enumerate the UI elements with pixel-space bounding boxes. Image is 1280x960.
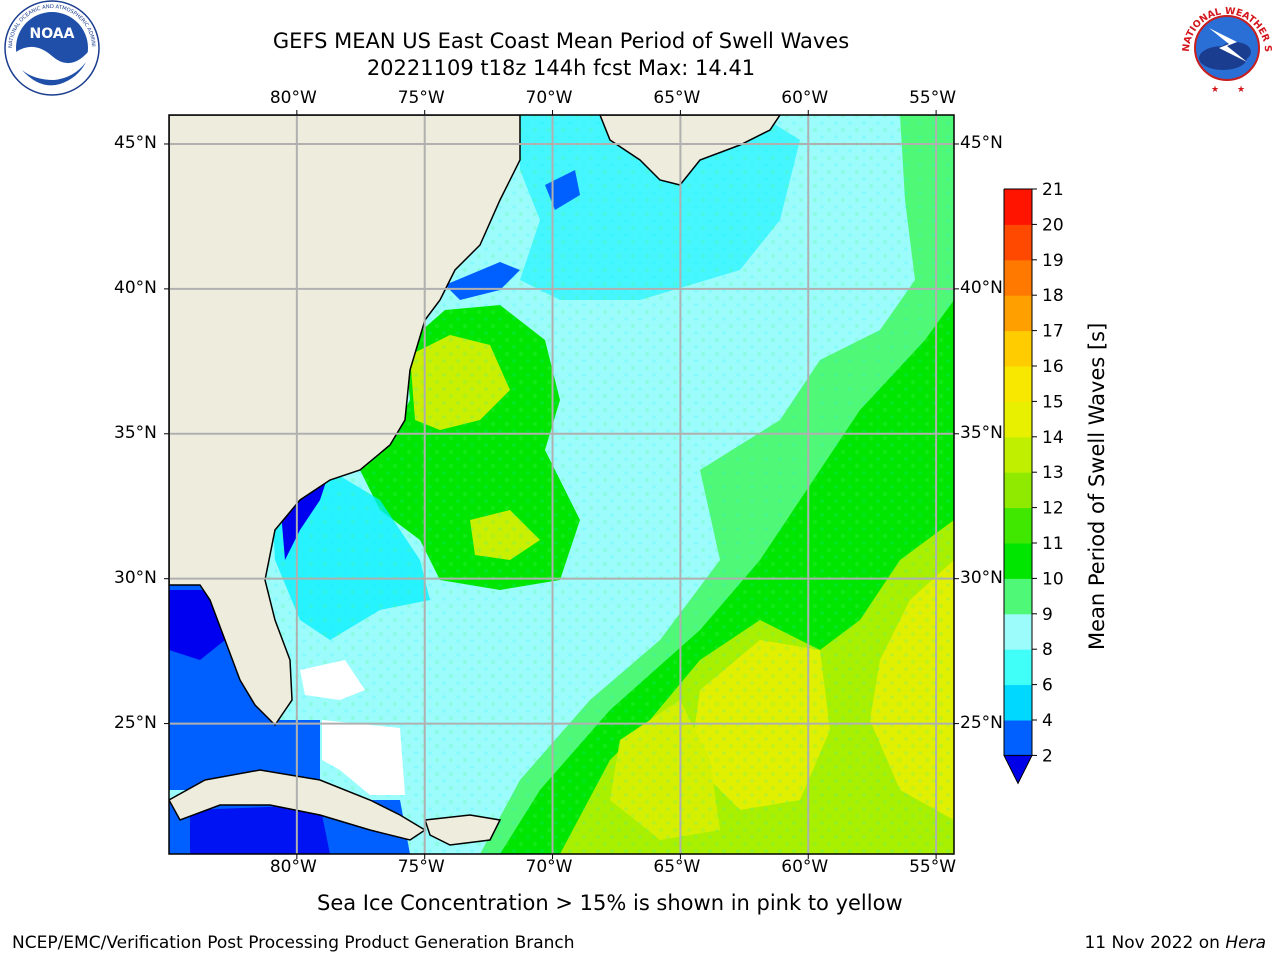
- colorbar-tick-label: 9: [1042, 605, 1053, 625]
- lat-label-left: 45°N: [114, 132, 157, 153]
- colorbar-tick-label: 4: [1042, 711, 1053, 731]
- colorbar-segment: [1004, 507, 1032, 544]
- lat-label-right: 35°N: [960, 422, 1003, 443]
- colorbar-segment: [1004, 472, 1032, 509]
- nws-logo-icon: NATIONAL WEATHER SERVICE ★ ★: [1171, 0, 1280, 100]
- colorbar-segment: [1004, 613, 1032, 650]
- colorbar-tick-label: 10: [1042, 569, 1064, 589]
- colorbar-segment: [1004, 436, 1032, 473]
- colorbar-extend-arrow: [1003, 754, 1033, 785]
- lat-label-right: 45°N: [960, 132, 1003, 153]
- lon-label-top: 80°W: [269, 88, 317, 108]
- land-north-america: [169, 115, 521, 727]
- graticule: [169, 115, 954, 854]
- svg-text:★: ★: [1211, 85, 1219, 95]
- colorbar-segment: [1004, 259, 1032, 296]
- lon-label-top: 65°W: [653, 88, 701, 108]
- colorbar-segment: [1004, 649, 1032, 686]
- lat-label-left: 35°N: [114, 422, 157, 443]
- lon-label-bottom: 75°W: [397, 857, 445, 877]
- noaa-logo-icon: NOAA NATIONAL OCEANIC AND ATMOSPHERIC AD…: [0, 0, 106, 100]
- land-hispaniola: [423, 814, 502, 846]
- colorbar-tick-label: 12: [1042, 499, 1064, 519]
- colorbar-tick-label: 20: [1042, 215, 1064, 235]
- colorbar-segment: [1004, 189, 1032, 225]
- colorbar-tick-label: 15: [1042, 392, 1064, 412]
- colorbar-tick-label: 17: [1042, 322, 1064, 342]
- colorbar-segment: [1004, 295, 1032, 332]
- footer-date-text: 11 Nov 2022 on: [1084, 933, 1226, 953]
- colorbar-tick-label: 19: [1042, 251, 1064, 271]
- lon-label-top: 70°W: [525, 88, 573, 108]
- lat-label-left: 40°N: [114, 277, 157, 298]
- lon-label-top: 60°W: [781, 88, 829, 108]
- colorbar-tick-label: 8: [1042, 640, 1053, 660]
- colorbar-tick-label: 21: [1042, 180, 1064, 200]
- colorbar-segment: [1004, 224, 1032, 261]
- noaa-logo-text: NOAA: [30, 26, 75, 42]
- colorbar-segment: [1004, 401, 1032, 438]
- lat-label-right: 25°N: [960, 712, 1003, 733]
- sea-ice-note: Sea Ice Concentration > 15% is shown in …: [317, 891, 903, 915]
- colorbar-segment: [1004, 578, 1032, 615]
- colorbar-tick-label: 6: [1042, 676, 1053, 696]
- bahamas-masked-region: [322, 720, 405, 795]
- footer-branch: NCEP/EMC/Verification Post Processing Pr…: [12, 933, 575, 953]
- map-field: [169, 115, 954, 854]
- map-title: GEFS MEAN US East Coast Mean Period of S…: [272, 29, 850, 53]
- lon-label-bottom: 80°W: [269, 857, 317, 877]
- footer-date: 11 Nov 2022 on Hera: [1084, 933, 1266, 953]
- lon-label-bottom: 65°W: [653, 857, 701, 877]
- lon-label-bottom: 60°W: [781, 857, 829, 877]
- colorbar-tick-label: 18: [1042, 286, 1064, 306]
- lon-label-bottom: 70°W: [525, 857, 573, 877]
- colorbar-label: Mean Period of Swell Waves [s]: [1085, 322, 1109, 650]
- colorbar-tick-label: 11: [1042, 534, 1064, 554]
- colorbar-segment: [1004, 366, 1032, 402]
- colorbar-segment: [1004, 543, 1032, 579]
- lat-label-right: 40°N: [960, 277, 1003, 298]
- land-maritimes: [599, 115, 781, 186]
- colorbar-tick-label: 14: [1042, 428, 1064, 448]
- map-ticks: [164, 110, 959, 859]
- svg-text:★: ★: [1237, 85, 1245, 95]
- colorbar-tick-label: 13: [1042, 463, 1064, 483]
- colorbar-segment: [1004, 684, 1032, 721]
- lon-label-top: 75°W: [397, 88, 445, 108]
- colorbar-segment: [1004, 720, 1032, 756]
- lon-label-top: 55°W: [909, 88, 957, 108]
- lon-label-bottom: 55°W: [909, 857, 957, 877]
- colorbar-tick-label: 16: [1042, 357, 1064, 377]
- map-subtitle: 20221109 t18z 144h fcst Max: 14.41: [366, 56, 756, 80]
- map-frame: [168, 114, 955, 855]
- colorbar-tick-label: 2: [1042, 746, 1053, 766]
- lat-label-left: 25°N: [114, 712, 157, 733]
- lat-label-left: 30°N: [114, 567, 157, 588]
- colorbar: 2 4 6 8 9 10 11 12 13 14 15 16 17 18 19 20 21: [1003, 180, 1064, 785]
- footer-machine: Hera: [1225, 933, 1266, 953]
- colorbar-segment: [1004, 330, 1032, 367]
- lat-label-right: 30°N: [960, 567, 1003, 588]
